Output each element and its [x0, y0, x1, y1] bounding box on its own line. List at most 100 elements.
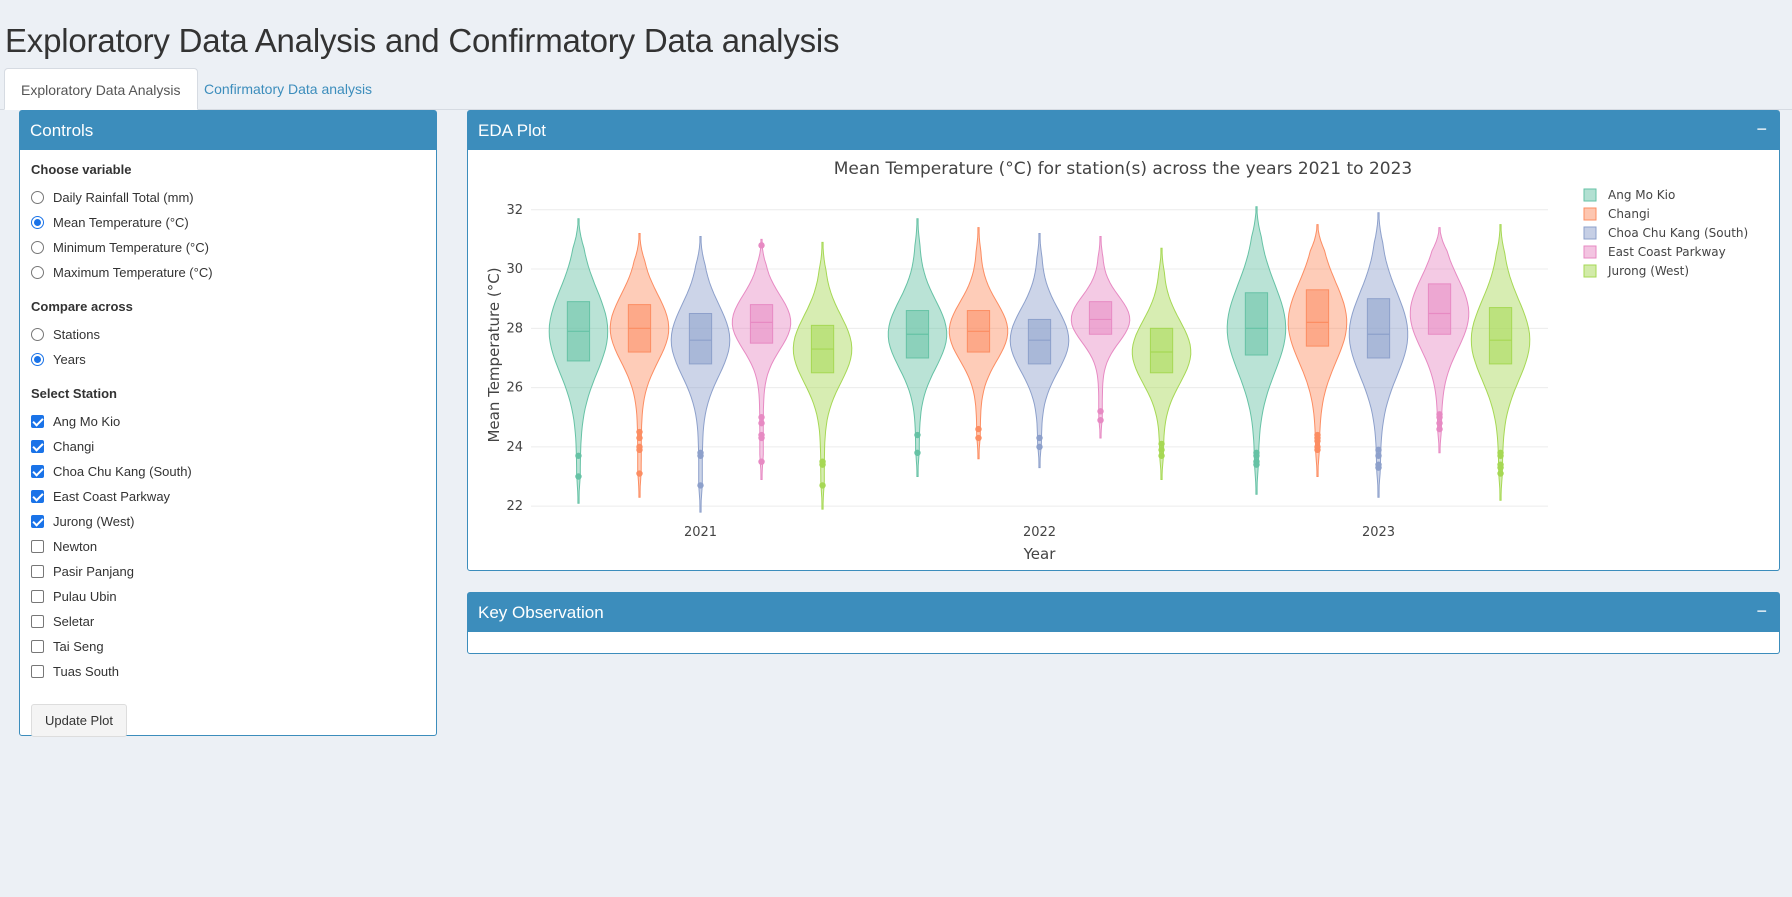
compare-option-years[interactable]: Years	[31, 347, 425, 372]
variable-option-daily-rainfall[interactable]: Daily Rainfall Total (mm)	[31, 185, 425, 210]
station-option-ang-mo-kio[interactable]: Ang Mo Kio	[31, 409, 425, 434]
outlier-point	[1036, 443, 1043, 451]
outlier-point	[1036, 434, 1043, 442]
checkbox[interactable]	[31, 565, 44, 578]
checkbox[interactable]	[31, 615, 44, 628]
variable-option-mean-temperature[interactable]: Mean Temperature (°C)	[31, 210, 425, 235]
outlier-point	[1375, 461, 1382, 468]
violin-shape	[731, 238, 792, 480]
outlier-point	[758, 458, 765, 465]
variable-option-label: Daily Rainfall Total (mm)	[53, 190, 194, 205]
station-option-label: Ang Mo Kio	[53, 414, 121, 429]
outlier-point	[758, 419, 765, 427]
box-iqr	[1488, 307, 1513, 365]
station-option-east-coast-parkway[interactable]: East Coast Parkway	[31, 484, 425, 509]
outlier-point	[697, 449, 704, 456]
radio-button[interactable]	[31, 328, 44, 341]
outlier-point	[758, 431, 765, 439]
checkbox[interactable]	[31, 665, 44, 678]
legend-label: Jurong (West)	[1607, 264, 1689, 278]
radio-button-selected[interactable]	[31, 353, 44, 366]
outlier-point	[758, 414, 765, 421]
outlier-point	[975, 434, 982, 442]
y-tick-label: 30	[506, 262, 523, 277]
violin-shape	[1409, 227, 1470, 454]
variable-option-minimum-temperature[interactable]: Minimum Temperature (°C)	[31, 235, 425, 260]
outlier-point	[575, 452, 582, 459]
outlier-point	[1097, 408, 1104, 415]
station-option-seletar[interactable]: Seletar	[31, 609, 425, 634]
outlier-point	[1097, 417, 1104, 424]
outlier-point	[1158, 452, 1165, 459]
outlier-point	[1436, 419, 1443, 427]
outlier-point	[819, 458, 826, 465]
checkbox-checked[interactable]	[31, 465, 44, 478]
station-option-label: Choa Chu Kang (South)	[53, 464, 192, 479]
station-option-changi[interactable]: Changi	[31, 434, 425, 459]
outlier-point	[1158, 446, 1165, 454]
y-tick-label: 28	[506, 321, 523, 336]
y-tick-label: 32	[506, 203, 523, 218]
violin-chart: 22 24 26 28 30 32 Mean Temperature (°C) for st…	[485, 159, 1748, 563]
outlier-point	[575, 473, 582, 480]
outlier-point	[1497, 470, 1504, 477]
box-iqr	[1088, 301, 1113, 335]
key-observation-collapse-button[interactable]: −	[1756, 601, 1767, 621]
violin-shape	[609, 233, 670, 498]
outlier-point	[1314, 443, 1321, 451]
checkbox-checked[interactable]	[31, 490, 44, 503]
compare-option-stations[interactable]: Stations	[31, 322, 425, 347]
station-option-tai-seng[interactable]: Tai Seng	[31, 634, 425, 659]
legend-label: Ang Mo Kio	[1608, 188, 1675, 202]
box-iqr	[1427, 283, 1452, 335]
tab-confirmatory-data-analysis[interactable]: Confirmatory Data analysis	[204, 81, 373, 97]
y-axis-label: Mean Temperature (°C)	[485, 267, 503, 442]
station-option-pulau-ubin[interactable]: Pulau Ubin	[31, 584, 425, 609]
compare-option-label: Years	[53, 352, 86, 367]
outlier-point	[758, 242, 765, 249]
outlier-point	[1436, 411, 1443, 418]
tab-exploratory-data-analysis[interactable]: Exploratory Data Analysis	[4, 68, 198, 110]
outlier-point	[914, 449, 921, 456]
station-checkbox-group: Select Station Ang Mo Kio Changi Choa Ch…	[31, 386, 425, 684]
checkbox[interactable]	[31, 640, 44, 653]
station-option-jurong-west[interactable]: Jurong (West)	[31, 509, 425, 534]
checkbox-checked[interactable]	[31, 415, 44, 428]
box-iqr	[1305, 289, 1330, 347]
key-observation-panel: Key Observation −	[467, 592, 1780, 654]
compare-radio-group: Compare across Stations Years	[31, 299, 425, 372]
x-tick-label: 2021	[684, 525, 717, 540]
checkbox-checked[interactable]	[31, 440, 44, 453]
station-option-pasir-panjang[interactable]: Pasir Panjang	[31, 559, 425, 584]
key-observation-title-text: Key Observation	[478, 603, 604, 622]
variable-group-label: Choose variable	[31, 162, 132, 177]
x-tick-label: 2023	[1362, 525, 1395, 540]
update-plot-button[interactable]: Update Plot	[31, 704, 127, 737]
variable-option-maximum-temperature[interactable]: Maximum Temperature (°C)	[31, 260, 425, 285]
station-option-choa-chu-kang-south[interactable]: Choa Chu Kang (South)	[31, 459, 425, 484]
station-option-label: Jurong (West)	[53, 514, 135, 529]
radio-button[interactable]	[31, 266, 44, 279]
radio-button-selected[interactable]	[31, 216, 44, 229]
chart-title: Mean Temperature (°C) for station(s) acr…	[834, 159, 1412, 179]
outlier-point	[1253, 449, 1260, 456]
eda-collapse-button[interactable]: −	[1756, 119, 1767, 139]
checkbox[interactable]	[31, 540, 44, 553]
station-option-label: Pulau Ubin	[53, 589, 117, 604]
station-option-tuas-south[interactable]: Tuas South	[31, 659, 425, 684]
checkbox[interactable]	[31, 590, 44, 603]
radio-button[interactable]	[31, 191, 44, 204]
radio-button[interactable]	[31, 241, 44, 254]
eda-plot-panel-title: EDA Plot −	[468, 111, 1779, 150]
compare-option-label: Stations	[53, 327, 100, 342]
station-option-newton[interactable]: Newton	[31, 534, 425, 559]
outlier-point	[914, 431, 921, 439]
box-iqr	[688, 313, 713, 365]
legend-swatch	[1583, 188, 1597, 202]
y-tick-label: 24	[506, 440, 523, 455]
box-iqr	[749, 304, 774, 344]
controls-panel-title: Controls	[20, 111, 436, 150]
legend-swatch	[1583, 207, 1597, 221]
checkbox-checked[interactable]	[31, 515, 44, 528]
outlier-point	[819, 482, 826, 489]
